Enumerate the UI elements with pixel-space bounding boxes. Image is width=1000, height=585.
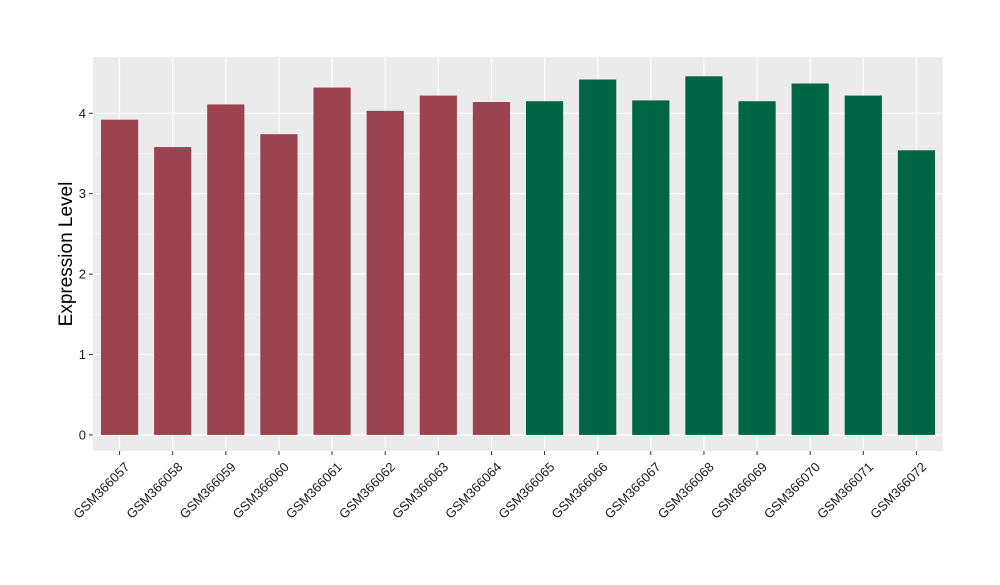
y-tick-label: 4 — [79, 106, 86, 121]
bar — [100, 119, 139, 435]
x-tick-label: GSM366070 — [761, 459, 823, 521]
bar — [313, 87, 351, 435]
x-tick-label: GSM366059 — [176, 459, 238, 521]
x-tick-label: GSM366060 — [230, 459, 292, 521]
bar — [366, 110, 404, 435]
x-tick-label: GSM366062 — [336, 459, 398, 521]
x-tick-label: GSM366072 — [867, 459, 929, 521]
x-tick-label: GSM366058 — [123, 459, 185, 521]
bars — [100, 76, 936, 435]
bar — [419, 95, 457, 435]
x-tick-label: GSM366057 — [70, 459, 132, 521]
x-tick-label: GSM366066 — [548, 459, 610, 521]
x-tick-label: GSM366065 — [495, 459, 557, 521]
x-tick-label: GSM366064 — [442, 459, 504, 521]
bar — [579, 79, 617, 435]
x-tick-label: GSM366068 — [655, 459, 717, 521]
y-tick-label: 1 — [79, 347, 86, 362]
bar — [897, 150, 936, 435]
bar — [791, 83, 829, 435]
x-tick-label: GSM366069 — [708, 459, 770, 521]
bar — [260, 134, 298, 435]
bar — [207, 104, 245, 435]
y-tick-label: 3 — [79, 186, 86, 201]
x-tick-label: GSM366061 — [283, 459, 345, 521]
bar — [525, 101, 564, 435]
bar — [685, 76, 723, 435]
x-axis: GSM366057GSM366058GSM366059GSM366060GSM3… — [70, 451, 929, 522]
bar — [738, 101, 776, 435]
x-tick-label: GSM366071 — [814, 459, 876, 521]
y-tick-label: 2 — [79, 267, 86, 282]
y-tick-label: 0 — [79, 427, 86, 442]
y-axis-title: Expression Level — [56, 182, 77, 327]
y-axis: 0 1 2 3 4 — [79, 106, 93, 442]
bar — [154, 147, 192, 435]
bar — [844, 95, 882, 435]
x-tick-label: GSM366067 — [601, 459, 663, 521]
bar — [632, 100, 670, 435]
bar — [472, 102, 511, 435]
x-tick-label: GSM366063 — [389, 459, 451, 521]
